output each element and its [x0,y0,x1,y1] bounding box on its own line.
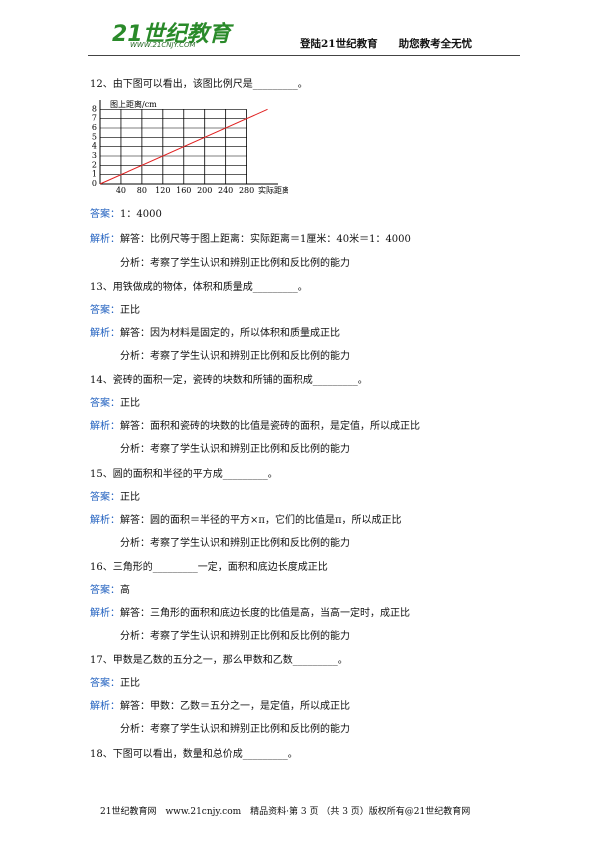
x-tick-label: 120 [155,186,170,195]
analysis-label: 解析： [90,234,120,245]
slogan: 登陆21世纪教育 助您教考全无忧 [300,38,473,50]
answer: 正比 [120,398,140,410]
comment: 分析：考察了学生认识和辨别正比例和反比例的能力 [120,537,350,549]
y-tick-label: 2 [92,160,97,169]
analysis: 解答：三角形的面积和底边长度的比值是高，当高一定时，成正比 [120,607,410,619]
y-tick-label: 4 [92,142,97,151]
comment: 分析：考察了学生认识和辨别正比例和反比例的能力 [120,258,350,269]
y-axis-label: 图上距离/cm [110,99,157,109]
comment: 分析：考察了学生认识和辨别正比例和反比例的能力 [120,351,350,362]
answer: 1：4000 [120,209,162,220]
analysis-label: 解析： [90,328,120,339]
answer-label: 答案： [90,584,120,596]
question-stem: 12、由下图可以看出，该图比例尺是_________。 [90,79,308,90]
question-stem: 18、下图可以看出，数量和总价成_________。 [90,748,298,760]
comment: 分析：考察了学生认识和辨别正比例和反比例的能力 [120,724,350,736]
x-tick-label: 280 [239,186,254,195]
logo: 21世纪教育 [112,22,231,47]
question-stem: 13、用铁做成的物体，体积和质量成_________。 [90,282,308,293]
analysis: 解答：甲数：乙数＝五分之一，是定值，所以成正比 [120,701,350,713]
y-tick-label: 6 [92,123,97,132]
x-tick-label: 40 [116,186,126,195]
footer: 21世纪教育网 www.21cnjy.com 精品资料·第 3 页 （共 3 页… [100,807,471,817]
answer-label: 答案： [90,398,120,410]
analysis-label: 解析： [90,514,120,526]
answer: 高 [120,584,130,596]
answer: 正比 [120,305,140,316]
x-axis-label: 实际距离 [258,185,288,195]
y-tick-label: 1 [92,170,97,179]
comment: 分析：考察了学生认识和辨别正比例和反比例的能力 [120,630,350,642]
answer: 正比 [120,678,140,690]
analysis: 解答：圆的面积＝半径的平方×π，它们的比值是π，所以成正比 [120,514,402,526]
analysis-label: 解析： [90,421,120,433]
question-stem: 16、三角形的_________一定，面积和底边长度成正比 [90,561,328,573]
x-tick-label: 80 [137,186,147,195]
line [99,108,268,185]
analysis: 解答：比例尺等于图上距离：实际距离＝1厘米：40米＝1：4000 [120,234,411,245]
y-tick-label: 8 [92,104,97,113]
x-tick-label: 200 [197,186,212,195]
comment: 分析：考察了学生认识和辨别正比例和反比例的能力 [120,444,350,456]
analysis: 解答：面积和瓷砖的块数的比值是瓷砖的面积，是定值，所以成正比 [120,421,420,433]
answer-label: 答案： [90,209,120,220]
answer-label: 答案： [90,491,120,503]
question-stem: 17、甲数是乙数的五分之一，那么甲数和乙数_________。 [90,655,348,667]
answer: 正比 [120,491,140,503]
y-tick-label: 0 [92,179,97,188]
logo-url: WWW.21CNJY.COM [130,41,196,49]
question-stem: 15、圆的面积和半径的平方成_________。 [90,468,278,480]
y-tick-label: 5 [92,132,97,141]
question-stem: 14、瓷砖的面积一定，瓷砖的块数和所铺的面积成_________。 [90,375,368,387]
answer-label: 答案： [90,305,120,316]
header-rule [88,55,520,56]
analysis-label: 解析： [90,607,120,619]
x-tick-label: 160 [176,186,191,195]
analysis: 解答：因为材料是固定的，所以体积和质量成正比 [120,328,340,339]
answer-label: 答案： [90,678,120,690]
y-tick-label: 7 [92,114,97,123]
y-tick-label: 3 [92,151,97,160]
analysis-label: 解析： [90,701,120,713]
x-tick-label: 240 [218,186,233,195]
